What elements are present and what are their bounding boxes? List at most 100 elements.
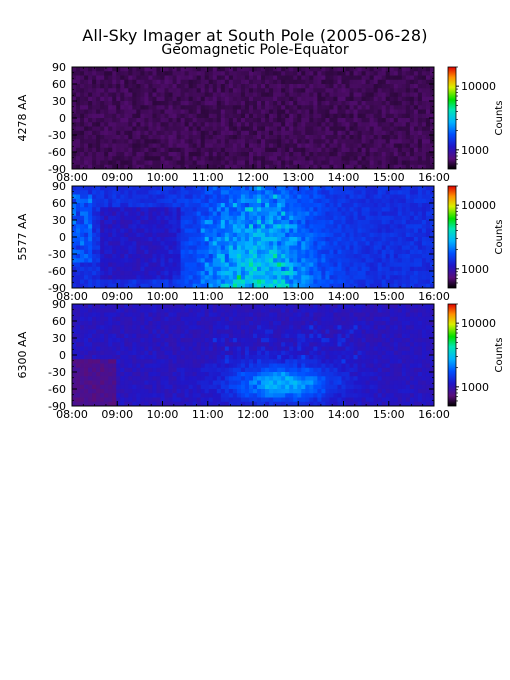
heatmap-cell [337,67,342,72]
heatmap-cell [128,279,133,285]
heatmap-cell [281,96,286,102]
heatmap-cell [164,279,169,285]
heatmap-cell [220,88,226,93]
heatmap-cell [160,279,165,285]
heatmap-cell [92,308,97,313]
heatmap-cell [192,105,198,110]
heatmap-cell [132,139,137,144]
heatmap-cell [140,75,145,81]
heatmap-cell [128,118,133,123]
heatmap-cell [345,147,350,153]
heatmap-cell [301,147,306,153]
heatmap-cell [124,122,129,127]
heatmap-cell [96,308,101,313]
heatmap-cell [325,135,330,140]
heatmap-cell [92,224,97,229]
heatmap-cell [88,258,93,263]
heatmap-cell [96,96,101,102]
heatmap-cell [405,232,411,238]
heatmap-cell [240,211,246,217]
heatmap-cell [88,156,93,161]
heatmap-cell [156,271,161,276]
heatmap-cell [208,245,214,251]
heatmap-cell [184,67,190,72]
heatmap-cell [128,105,133,110]
heatmap-cell [253,139,258,144]
heatmap-cell [144,122,149,127]
heatmap-cell [329,241,334,246]
heatmap-cell [389,160,395,166]
heatmap-cell [413,130,419,136]
heatmap-cell [168,254,173,259]
heatmap-cell [160,101,165,106]
heatmap-cell [76,215,81,221]
heatmap-cell [80,101,85,106]
heatmap-cell [425,135,431,140]
heatmap-cell [425,152,431,157]
heatmap-cell [253,92,258,98]
heatmap-cell [188,283,194,289]
heatmap-cell [120,88,125,93]
heatmap-cell [148,198,153,204]
heatmap-cell [152,143,157,149]
heatmap-cell [180,211,186,217]
heatmap-cell [325,79,330,85]
heatmap-cell [265,96,270,102]
heatmap-cell [80,321,85,326]
heatmap-cell [216,135,222,140]
heatmap-cell [120,224,125,229]
heatmap-cell [156,283,161,289]
heatmap-cell [337,245,342,251]
heatmap-cell [180,75,186,81]
heatmap-cell [112,198,117,204]
heatmap-cell [100,152,105,157]
heatmap-cell [144,245,149,251]
heatmap-cell [96,211,101,217]
heatmap-cell [401,67,407,72]
heatmap-cell [321,152,326,157]
heatmap-cell [236,105,242,110]
heatmap-cell [96,75,101,81]
heatmap-cell [168,232,173,238]
heatmap-cell [76,113,81,119]
heatmap-cell [108,71,113,76]
heatmap-cell [76,271,81,276]
heatmap-cell [212,245,218,251]
heatmap-cell [293,143,298,149]
heatmap-cell [172,147,177,153]
heatmap-cell [333,279,338,285]
heatmap-cell [96,275,101,280]
heatmap-cell [305,92,310,98]
heatmap-cell [297,122,302,127]
heatmap-cell [361,147,367,153]
heatmap-cell [257,122,262,127]
heatmap-cell [96,105,101,110]
heatmap-cell [168,237,173,242]
heatmap-cell [80,224,85,229]
heatmap-cell [96,232,101,238]
heatmap-cell [228,118,234,123]
heatmap-cell [269,143,274,149]
heatmap-cell [220,147,226,153]
heatmap-cell [216,224,222,229]
heatmap-cell [381,147,387,153]
heatmap-cell [180,203,186,208]
heatmap-cell [88,367,93,373]
heatmap-cell [76,350,81,356]
heatmap-cell [397,215,403,221]
heatmap-cell [277,156,282,161]
heatmap-cell [236,266,242,272]
heatmap-cell [357,113,362,119]
heatmap-cell [148,75,153,81]
heatmap-cell [184,279,190,285]
heatmap-cell [88,130,93,136]
heatmap-cell [377,215,383,221]
heatmap-cell [397,279,403,285]
heatmap-cell [160,96,165,102]
heatmap-cell [421,152,427,157]
heatmap-cell [389,147,395,153]
heatmap-cell [333,271,338,276]
heatmap-cell [76,118,81,123]
heatmap-cell [281,279,286,285]
heatmap-cell [140,79,145,85]
